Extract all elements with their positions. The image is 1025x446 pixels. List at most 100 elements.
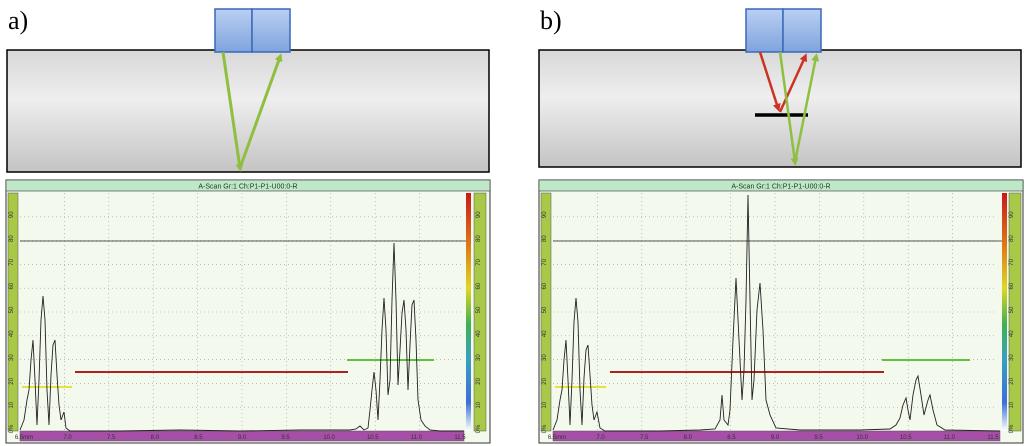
- ascan-a-xticks: 6.5mm 7.0 7.5 8.0 8.5 9.0 9.5 10.0 10.5 11.0 11.5: [15, 435, 466, 441]
- ascan-b-signal: [552, 194, 1001, 432]
- panel-b-label: b): [540, 6, 562, 35]
- ray-a-up: [238, 53, 283, 169]
- y-tick-label-right: 60: [1009, 282, 1015, 289]
- y-tick-label-right: 40: [476, 330, 482, 337]
- specimen-block-b: [538, 49, 1022, 168]
- x-tick-label: 6.5mm: [548, 435, 566, 441]
- x-tick-label: 7.0: [63, 435, 72, 441]
- x-tick-label: 8.0: [684, 435, 693, 441]
- ascan-a: A-Scan Gr:1 Ch:P1-P1-U00:0-R 0% 0% 10 10 20 2…: [5, 179, 491, 444]
- ray-b-red-up: [778, 53, 807, 113]
- panel-a-label: a): [8, 6, 29, 35]
- ascan-b-title: A-Scan Gr:1 Ch:P1-P1-U00:0-R: [731, 184, 830, 191]
- ascan-a-frame: [5, 179, 491, 444]
- y-tick-label: 40: [542, 330, 548, 337]
- ray-b-green-up: [793, 53, 820, 163]
- y-tick-label: 20: [9, 377, 15, 384]
- probe-a-right: [251, 8, 291, 53]
- y-tick-label: 60: [9, 282, 15, 289]
- y-tick-label-right: 90: [476, 211, 482, 218]
- probe-a-left: [214, 8, 253, 53]
- ascan-a-title: A-Scan Gr:1 Ch:P1-P1-U00:0-R: [198, 184, 297, 191]
- ray-b-green-down: [778, 51, 799, 166]
- y-tick-label-right: 30: [1009, 354, 1015, 361]
- y-tick-label-right: 10: [476, 401, 482, 408]
- y-tick-label: 60: [542, 282, 548, 289]
- ascan-a-header: [5, 179, 491, 192]
- y-tick-label: 30: [542, 354, 548, 361]
- y-tick-label: 40: [9, 330, 15, 337]
- y-tick-label: 0%: [542, 424, 548, 433]
- y-tick-label: 10: [9, 401, 15, 408]
- y-tick-label-right: 80: [476, 235, 482, 242]
- panel-a: A-Scan Gr:1 Ch:P1-P1-U00:0-R 0% 0% 10 10 20 2…: [5, 8, 491, 444]
- probe-b: [745, 8, 822, 53]
- x-tick-label: 10.0: [856, 435, 868, 441]
- x-tick-label: 7.5: [640, 435, 649, 441]
- y-tick-label: 80: [542, 235, 548, 242]
- y-tick-label: 0%: [9, 424, 15, 433]
- y-tick-label: 10: [542, 401, 548, 408]
- ascan-b-yticks: 0% 0% 10 10 20 20 30 30 40 40 50 50 60 60 70 70 80 80 90 90: [542, 211, 1015, 434]
- y-tick-label-right: 20: [476, 377, 482, 384]
- x-tick-label: 7.5: [107, 435, 116, 441]
- ascan-b: A-Scan Gr:1 Ch:P1-P1-U00:0-R 0% 0% 10 10 20 2…: [538, 179, 1024, 444]
- ray-b-red-down: [758, 51, 781, 112]
- probe-a: [214, 8, 291, 53]
- y-tick-label-right: 70: [1009, 258, 1015, 265]
- y-tick-label: 80: [9, 235, 15, 242]
- y-tick-label: 70: [542, 258, 548, 265]
- x-tick-label: 6.5mm: [15, 435, 33, 441]
- y-tick-label: 20: [542, 377, 548, 384]
- ascan-b-xticks: 6.5mm 7.0 7.5 8.0 8.5 9.0 9.5 10.0 10.5 11.0 11.5: [548, 435, 999, 441]
- ascan-a-signal: [19, 242, 464, 432]
- y-tick-label: 90: [9, 211, 15, 218]
- y-tick-label-right: 70: [476, 258, 482, 265]
- ray-a-down: [221, 51, 244, 172]
- y-tick-label: 50: [542, 306, 548, 313]
- x-tick-label: 9.5: [281, 435, 290, 441]
- ascan-b-header: [538, 179, 1024, 192]
- x-tick-label: 11.5: [454, 435, 466, 441]
- y-tick-label-right: 10: [1009, 401, 1015, 408]
- ascan-b-left-ruler: [540, 192, 552, 432]
- ascan-b-right-ruler: [1008, 192, 1022, 432]
- probe-b-left: [745, 8, 784, 53]
- ascan-a-right-ruler: [473, 192, 487, 432]
- y-tick-label: 50: [9, 306, 15, 313]
- x-tick-label: 9.0: [771, 435, 780, 441]
- ascan-b-frame: [538, 179, 1024, 444]
- x-tick-label: 8.5: [727, 435, 736, 441]
- y-tick-label-right: 40: [1009, 330, 1015, 337]
- y-tick-label-right: 50: [476, 306, 482, 313]
- x-tick-label: 8.5: [194, 435, 203, 441]
- y-tick-label-right: 50: [1009, 306, 1015, 313]
- x-tick-label: 7.0: [596, 435, 605, 441]
- x-tick-label: 9.0: [238, 435, 247, 441]
- ascan-b-color-bar: [1002, 193, 1007, 431]
- ascan-a-color-bar: [466, 193, 471, 431]
- x-tick-label: 11.5: [987, 435, 999, 441]
- panel-b: A-Scan Gr:1 Ch:P1-P1-U00:0-R 0% 0% 10 10 20 2…: [538, 8, 1024, 444]
- x-tick-label: 9.5: [814, 435, 823, 441]
- x-tick-label: 11.0: [411, 435, 423, 441]
- y-tick-label: 70: [9, 258, 15, 265]
- x-tick-label: 10.5: [900, 435, 912, 441]
- x-tick-label: 10.0: [323, 435, 335, 441]
- y-tick-label: 90: [542, 211, 548, 218]
- x-tick-label: 10.5: [367, 435, 379, 441]
- probe-b-right: [782, 8, 822, 53]
- y-tick-label-right: 90: [1009, 211, 1015, 218]
- y-tick-label-right: 80: [1009, 235, 1015, 242]
- y-tick-label-right: 0%: [1009, 424, 1015, 433]
- y-tick-label-right: 0%: [476, 424, 482, 433]
- ascan-a-left-ruler: [7, 192, 19, 432]
- y-tick-label-right: 20: [1009, 377, 1015, 384]
- x-tick-label: 8.0: [151, 435, 160, 441]
- y-tick-label-right: 60: [476, 282, 482, 289]
- y-tick-label: 30: [9, 354, 15, 361]
- ascan-b-bottom-ruler: [552, 430, 1001, 442]
- specimen-block-a: [6, 49, 490, 173]
- x-tick-label: 11.0: [944, 435, 956, 441]
